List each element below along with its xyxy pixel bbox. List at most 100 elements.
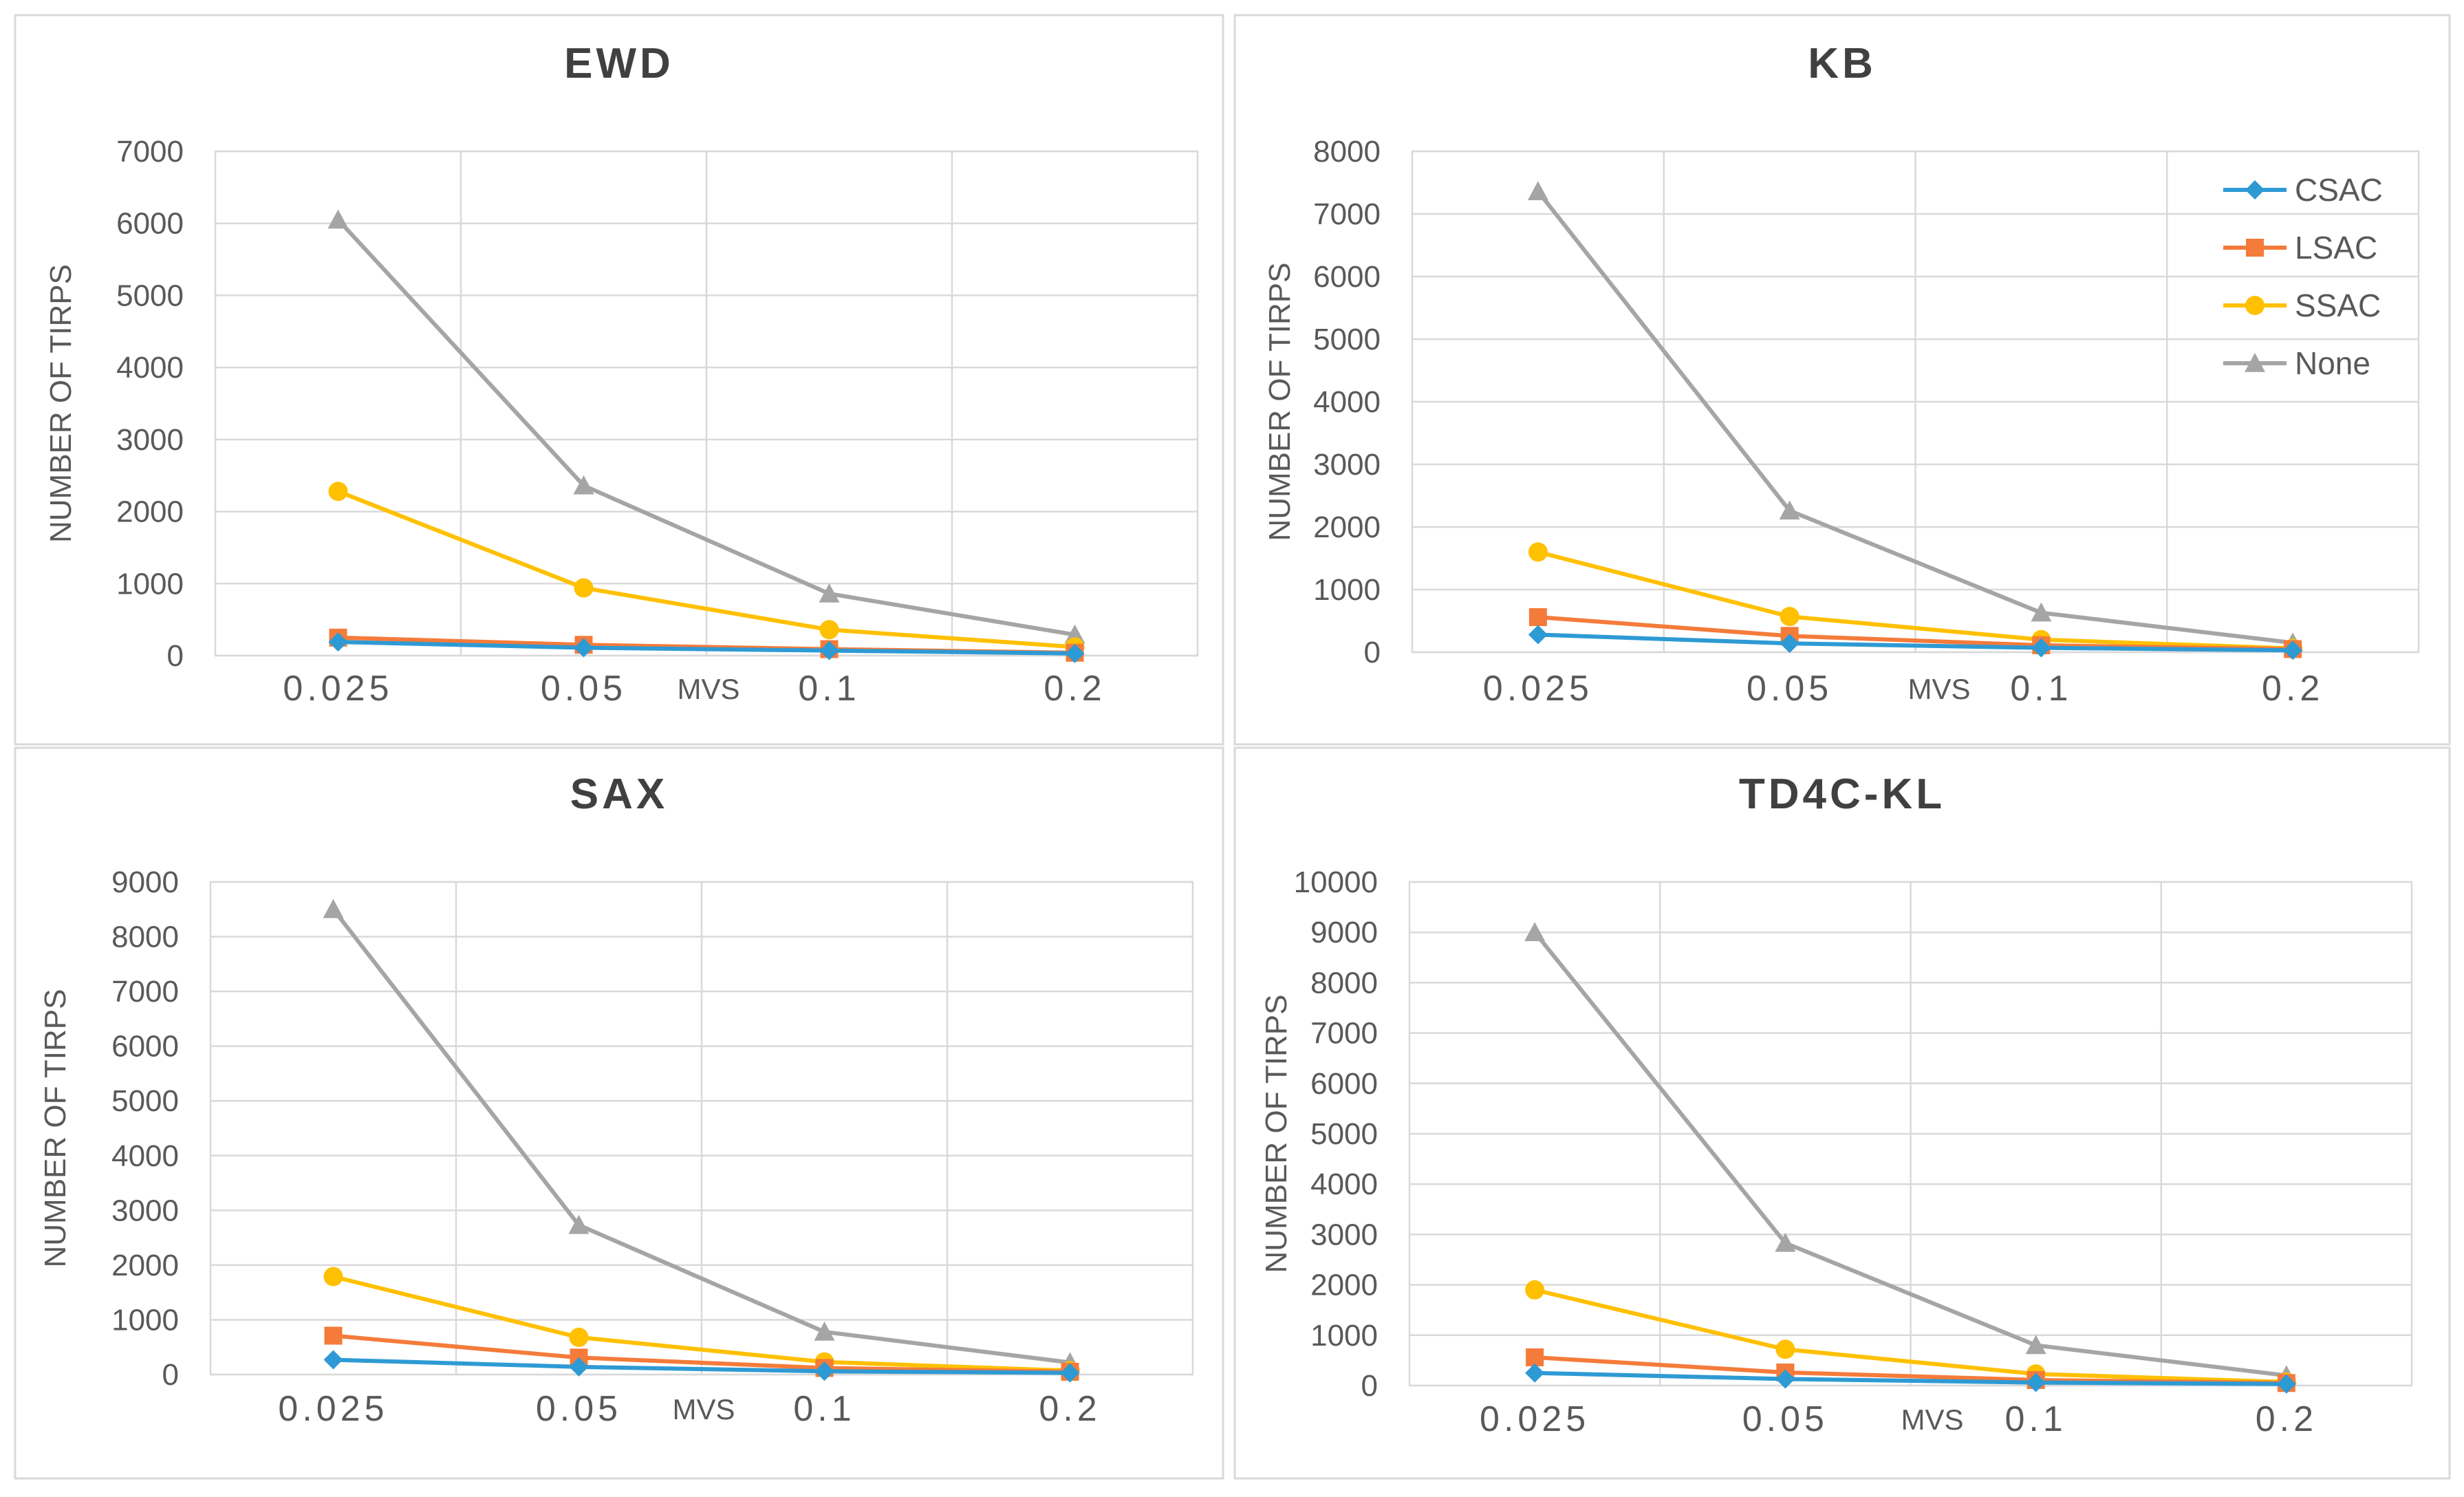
panel-border [1233,14,2451,746]
x-tick-label: 0.1 [2010,669,2072,709]
series-line [338,640,1075,656]
data-point [1524,922,1546,941]
series-csac [328,632,1085,663]
x-tick-label: 0.025 [278,1389,388,1429]
y-tick-label: 7000 [111,975,179,1009]
data-point [1775,1339,1795,1359]
series-line [332,1274,1070,1373]
y-tick-label: 7000 [1310,1017,1378,1051]
chart-panel-0: 0 1000 2000 3000 4000 5000 6000 7000 0.025 0.05 0.… [14,14,1224,746]
x-tick-label: 0.1 [798,669,860,709]
data-point [1528,625,1548,645]
x-tick-label: 0.05 [541,669,627,709]
x-tick-label: 0.025 [283,669,393,709]
series-line [1536,190,2293,645]
series-line [332,907,1070,1365]
y-tick-label: 1000 [1313,573,1381,607]
data-point [819,620,839,640]
legend-marker [2246,239,2264,257]
data-point [328,482,348,502]
data-point [1060,1363,1080,1383]
y-tick-label: 5000 [1310,1117,1378,1151]
y-tick-label: 6000 [1310,1067,1378,1101]
data-point [1779,500,1800,520]
series-line [1537,550,2293,651]
y-tick-label: 4000 [1313,385,1381,419]
data-point [814,1321,835,1341]
series-csac [323,1350,1080,1383]
y-tick-label: 7000 [116,135,184,169]
data-point [819,640,839,660]
y-tick-label: 10000 [1294,865,1378,899]
data-point [1065,643,1085,663]
legend: CSAC LSAC SSAC None [2223,172,2383,381]
panel-border [14,14,1224,746]
data-point [1780,607,1800,627]
chart-panel-2: 0 1000 2000 3000 4000 5000 6000 7000 8000 9000 0.0… [14,746,1224,1480]
panel-border [1233,746,2451,1480]
data-point [1526,1348,1544,1367]
data-point [2031,602,2052,622]
series-line [1537,632,2293,653]
legend-label: None [2295,345,2370,381]
y-tick-label: 4000 [116,351,184,385]
x-tick-label: 0.2 [1044,669,1105,709]
data-point [1775,1232,1796,1252]
y-tick-label: 9000 [1310,916,1378,949]
chart-title: TD4C-KL [1739,771,1945,818]
x-tick-label: 0.025 [1483,669,1593,709]
data-point [1525,1363,1545,1383]
data-point [569,1357,589,1377]
legend-label: CSAC [2295,172,2383,208]
y-tick-label: 4000 [1310,1167,1378,1201]
series-csac [1525,1363,2296,1394]
legend-label: LSAC [2295,230,2377,266]
chart-panel-1: 0 1000 2000 3000 4000 5000 6000 7000 8000 0.025 0.… [1233,14,2451,746]
y-tick-label: 1000 [111,1303,179,1337]
data-point [574,638,594,658]
x-tick-label: 0.05 [1742,1399,1828,1439]
x-tick-label: 0.05 [536,1389,622,1429]
data-point [1528,608,1547,627]
data-point [328,632,348,652]
y-tick-label: 5000 [111,1084,179,1118]
y-tick-label: 5000 [1313,323,1381,356]
y-tick-label: 0 [167,639,184,673]
y-tick-label: 8000 [111,920,179,954]
x-tick-label: 0.1 [793,1389,855,1429]
y-tick-label: 3000 [116,423,184,457]
x-tick-label: 0.1 [2004,1399,2066,1439]
y-tick-label: 6000 [1313,260,1381,294]
data-point [2276,1374,2296,1394]
data-point [568,1214,590,1234]
data-point [2026,1372,2046,1392]
x-axis-label: MVS [677,673,739,705]
data-point [2025,1335,2046,1355]
data-point [1525,1280,1545,1300]
y-tick-label: 7000 [1313,197,1381,231]
y-tick-label: 3000 [111,1194,179,1227]
y-tick-label: 2000 [116,495,184,529]
data-point [1775,1369,1795,1389]
y-axis-label: NUMBER OF TIRPS [44,264,78,543]
legend-marker [2245,296,2265,315]
series-ssac [323,1267,1080,1381]
x-tick-label: 0.2 [2262,669,2324,709]
x-tick-label: 0.2 [1039,1389,1101,1429]
y-axis-label: NUMBER OF TIRPS [39,989,72,1267]
y-tick-label: 2000 [111,1249,179,1282]
series-csac [1528,625,2303,660]
x-axis-label: MVS [1901,1403,1963,1436]
chart-title: EWD [564,40,674,87]
y-tick-label: 0 [1364,636,1381,669]
y-tick-label: 6000 [116,207,184,241]
data-point [324,1326,343,1345]
x-tick-label: 0.2 [2256,1399,2317,1439]
y-tick-label: 6000 [111,1030,179,1064]
y-tick-label: 9000 [111,865,179,899]
y-tick-label: 3000 [1310,1218,1378,1251]
y-tick-label: 8000 [1313,135,1381,169]
y-tick-label: 2000 [1313,510,1381,544]
